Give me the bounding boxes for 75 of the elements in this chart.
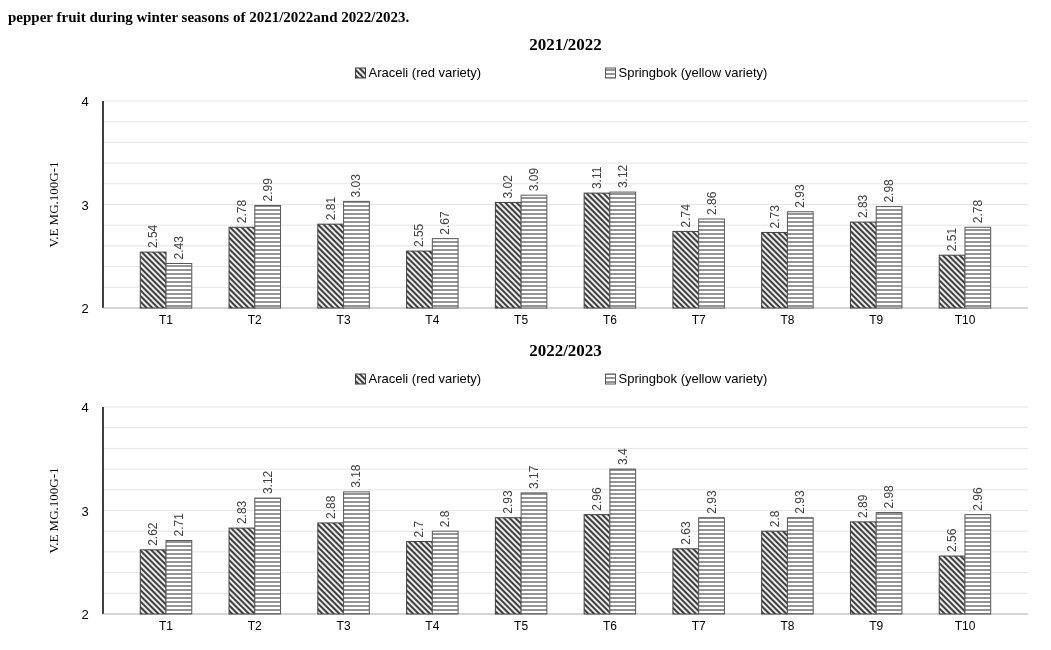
data-label: 2.73 [767, 204, 782, 229]
x-tick-label: T1 [159, 313, 174, 327]
data-label: 2.54 [146, 224, 161, 249]
x-tick-label: T3 [336, 313, 351, 327]
legend-label: Araceli (red variety) [368, 371, 482, 386]
chart-title: 2021/2022 [529, 35, 602, 54]
data-label: 2.98 [882, 484, 897, 509]
data-label: 3.12 [615, 164, 630, 189]
x-tick-label: T3 [336, 619, 351, 633]
data-label: 3.18 [349, 464, 364, 488]
x-tick-label: T7 [691, 619, 706, 633]
data-label: 2.62 [146, 522, 161, 546]
data-label: 2.78 [234, 199, 249, 224]
data-label: 2.8 [767, 510, 782, 528]
x-tick-label: T7 [691, 313, 706, 327]
x-tick-label: T6 [602, 313, 618, 327]
y-axis-title: V.E MG.100G-1 [46, 467, 61, 554]
data-label: 2.51 [945, 227, 960, 252]
x-tick-label: T4 [425, 313, 440, 327]
data-label: 2.93 [501, 490, 516, 514]
data-label: 2.55 [412, 223, 427, 248]
data-label: 3.17 [526, 465, 541, 489]
data-label: 2.67 [438, 210, 453, 235]
data-label: 3.03 [349, 173, 364, 198]
x-tick-label: T4 [425, 619, 440, 633]
data-label: 2.99 [260, 177, 275, 202]
text: pepper fruit during winter seasons of 2021/2022and 2022/2023. [8, 9, 410, 25]
y-tick-label: 3 [81, 503, 89, 519]
legend-label: Springbok (yellow variety) [618, 371, 768, 386]
data-label: 3.02 [501, 174, 516, 199]
data-label: 2.89 [856, 494, 871, 518]
x-tick-label: T6 [602, 619, 618, 633]
data-label: 2.43 [171, 235, 186, 260]
data-label: 2.63 [678, 521, 693, 545]
data-label: 3.12 [260, 470, 275, 495]
y-tick-label: 3 [81, 197, 89, 213]
x-tick-label: T2 [247, 619, 263, 633]
x-tick-label: T5 [514, 619, 529, 633]
chart-title: 2022/2023 [529, 341, 602, 360]
x-tick-label: T9 [869, 313, 884, 327]
x-tick-label: T9 [869, 619, 884, 633]
data-label: 2.86 [704, 191, 719, 215]
data-label: 2.98 [882, 178, 897, 203]
data-label: 2.81 [323, 196, 338, 221]
data-label: 3.11 [590, 166, 605, 190]
data-label: 2.78 [970, 199, 985, 224]
legend-label: Araceli (red variety) [368, 65, 482, 80]
data-label: 2.8 [438, 510, 453, 528]
data-label: 2.93 [793, 490, 808, 514]
data-label: 2.83 [856, 194, 871, 219]
data-label: 2.74 [678, 203, 693, 228]
x-tick-label: T8 [780, 619, 795, 633]
data-label: 2.56 [945, 528, 960, 553]
x-tick-label: T8 [780, 313, 795, 327]
data-label: 2.7 [412, 520, 427, 538]
x-tick-label: T1 [159, 619, 174, 633]
data-label: 2.83 [234, 500, 249, 525]
data-label: 3.09 [526, 167, 541, 192]
legend-label: Springbok (yellow variety) [618, 65, 768, 80]
x-tick-label: T2 [247, 313, 263, 327]
x-tick-label: T10 [954, 619, 976, 633]
x-tick-label: T5 [514, 313, 529, 327]
data-label: 2.88 [323, 495, 338, 519]
x-tick-label: T10 [954, 313, 976, 327]
data-label: 2.71 [171, 512, 186, 537]
data-label: 2.93 [793, 184, 808, 208]
y-tick-label: 2 [81, 607, 89, 622]
data-label: 2.93 [704, 490, 719, 514]
y-tick-label: 4 [81, 94, 89, 109]
y-tick-label: 4 [81, 400, 89, 415]
y-axis-title: V.E MG.100G-1 [46, 161, 61, 248]
data-label: 2.96 [970, 486, 985, 511]
data-label: 3.4 [615, 448, 630, 466]
y-tick-label: 2 [81, 301, 89, 316]
data-label: 2.96 [590, 486, 605, 511]
